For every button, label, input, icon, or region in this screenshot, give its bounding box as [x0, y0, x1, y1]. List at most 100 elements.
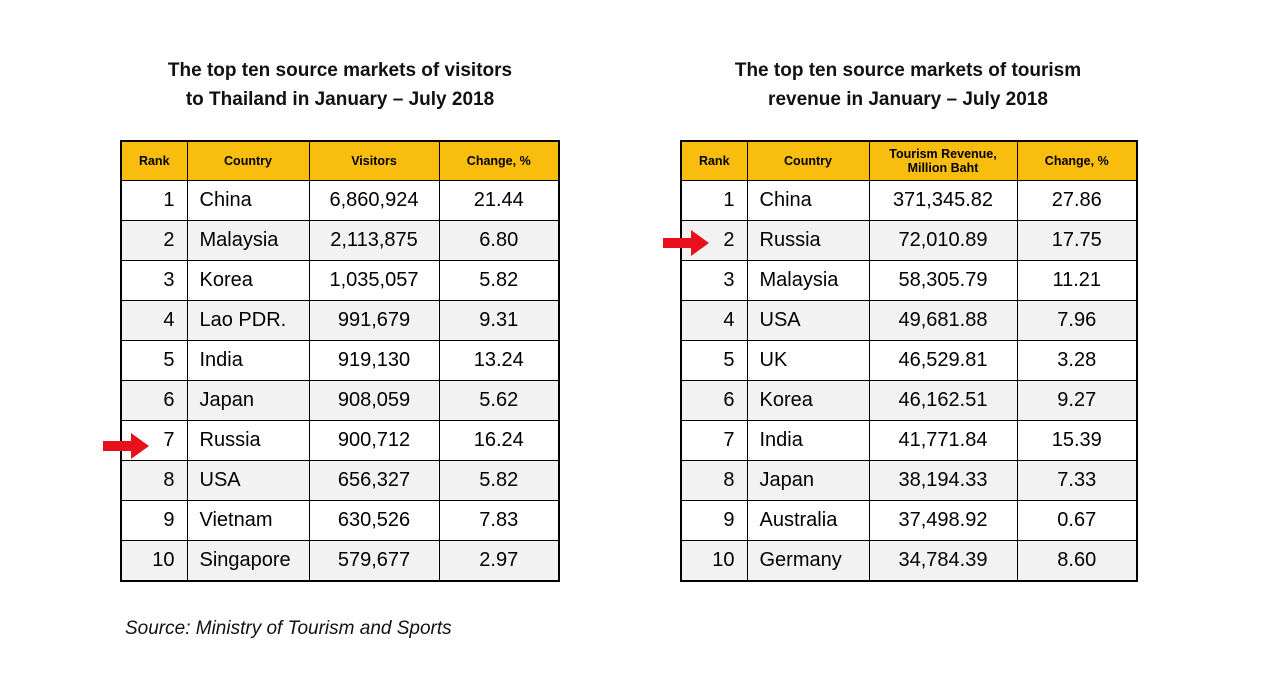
revenue-header-row: Rank Country Tourism Revenue, Million Ba…: [680, 140, 1138, 181]
country-cell: Lao PDR.: [186, 300, 310, 341]
table-row: 8 USA 656,327 5.82: [120, 460, 560, 501]
rank-cell: 5: [680, 340, 748, 381]
table-row: 7 India 41,771.84 15.39: [680, 420, 1138, 461]
table-row: 10 Germany 34,784.39 8.60: [680, 540, 1138, 582]
header-change: Change, %: [1016, 140, 1138, 181]
country-cell: Germany: [746, 540, 870, 582]
visitors-cell: 1,035,057: [308, 260, 440, 301]
revenue-cell: 49,681.88: [868, 300, 1018, 341]
table-row: 3 Korea 1,035,057 5.82: [120, 260, 560, 301]
revenue-cell: 46,529.81: [868, 340, 1018, 381]
header-revenue-line-1: Tourism Revenue,: [889, 147, 997, 161]
rank-cell: 1: [680, 180, 748, 221]
change-cell: 7.96: [1016, 300, 1138, 341]
visitors-cell: 6,860,924: [308, 180, 440, 221]
country-cell: Vietnam: [186, 500, 310, 541]
visitors-cell: 630,526: [308, 500, 440, 541]
table-row: 8 Japan 38,194.33 7.33: [680, 460, 1138, 501]
country-cell: Korea: [746, 380, 870, 421]
header-rank: Rank: [680, 140, 748, 181]
country-cell: Singapore: [186, 540, 310, 582]
header-revenue: Tourism Revenue, Million Baht: [868, 140, 1018, 181]
header-country: Country: [186, 140, 310, 181]
visitors-table-title: The top ten source markets of visitors t…: [120, 56, 560, 114]
table-row: 6 Korea 46,162.51 9.27: [680, 380, 1138, 421]
rank-cell: 5: [120, 340, 188, 381]
revenue-cell: 371,345.82: [868, 180, 1018, 221]
header-visitors: Visitors: [308, 140, 440, 181]
table-row: 1 China 6,860,924 21.44: [120, 180, 560, 221]
header-rank: Rank: [120, 140, 188, 181]
country-cell: Japan: [186, 380, 310, 421]
rank-cell: 6: [680, 380, 748, 421]
table-row: 1 China 371,345.82 27.86: [680, 180, 1138, 221]
change-cell: 7.33: [1016, 460, 1138, 501]
visitors-cell: 2,113,875: [308, 220, 440, 261]
revenue-title-line-1: The top ten source markets of tourism: [734, 60, 1082, 81]
change-cell: 5.62: [438, 380, 560, 421]
rank-cell: 7: [680, 420, 748, 461]
country-cell: Russia: [186, 420, 310, 461]
change-cell: 13.24: [438, 340, 560, 381]
change-cell: 8.60: [1016, 540, 1138, 582]
table-row: 10 Singapore 579,677 2.97: [120, 540, 560, 582]
change-cell: 27.86: [1016, 180, 1138, 221]
red-arrow-icon: [103, 433, 149, 459]
country-cell: Russia: [746, 220, 870, 261]
country-cell: USA: [186, 460, 310, 501]
rank-cell: 8: [120, 460, 188, 501]
change-cell: 11.21: [1016, 260, 1138, 301]
revenue-cell: 37,498.92: [868, 500, 1018, 541]
source-note: Source: Ministry of Tourism and Sports: [125, 618, 452, 639]
revenue-cell: 58,305.79: [868, 260, 1018, 301]
rank-cell: 4: [680, 300, 748, 341]
header-country: Country: [746, 140, 870, 181]
table-row: 9 Vietnam 630,526 7.83: [120, 500, 560, 541]
visitors-table: Rank Country Visitors Change, % 1 China …: [120, 140, 560, 582]
header-change: Change, %: [438, 140, 560, 181]
change-cell: 2.97: [438, 540, 560, 582]
change-cell: 21.44: [438, 180, 560, 221]
revenue-table-title: The top ten source markets of tourism re…: [688, 56, 1128, 114]
visitors-cell: 919,130: [308, 340, 440, 381]
visitors-cell: 656,327: [308, 460, 440, 501]
revenue-cell: 72,010.89: [868, 220, 1018, 261]
country-cell: Malaysia: [186, 220, 310, 261]
change-cell: 6.80: [438, 220, 560, 261]
country-cell: UK: [746, 340, 870, 381]
table-row: 3 Malaysia 58,305.79 11.21: [680, 260, 1138, 301]
table-row: 5 India 919,130 13.24: [120, 340, 560, 381]
change-cell: 5.82: [438, 460, 560, 501]
change-cell: 5.82: [438, 260, 560, 301]
header-revenue-line-2: Million Baht: [907, 161, 979, 175]
table-row: 7 Russia 900,712 16.24: [120, 420, 560, 461]
visitors-title-line-2: to Thailand in January – July 2018: [185, 89, 495, 110]
country-cell: Japan: [746, 460, 870, 501]
table-row: 2 Malaysia 2,113,875 6.80: [120, 220, 560, 261]
rank-cell: 6: [120, 380, 188, 421]
country-cell: India: [746, 420, 870, 461]
rank-cell: 9: [680, 500, 748, 541]
change-cell: 9.31: [438, 300, 560, 341]
visitors-cell: 908,059: [308, 380, 440, 421]
change-cell: 17.75: [1016, 220, 1138, 261]
table-row: 4 Lao PDR. 991,679 9.31: [120, 300, 560, 341]
rank-cell: 2: [120, 220, 188, 261]
visitors-title-line-1: The top ten source markets of visitors: [167, 60, 513, 81]
visitors-cell: 579,677: [308, 540, 440, 582]
table-row: 9 Australia 37,498.92 0.67: [680, 500, 1138, 541]
rank-cell: 10: [680, 540, 748, 582]
revenue-title-line-2: revenue in January – July 2018: [768, 89, 1048, 110]
visitors-cell: 991,679: [308, 300, 440, 341]
country-cell: Australia: [746, 500, 870, 541]
change-cell: 15.39: [1016, 420, 1138, 461]
revenue-cell: 34,784.39: [868, 540, 1018, 582]
change-cell: 7.83: [438, 500, 560, 541]
red-arrow-shape: [663, 230, 709, 256]
rank-cell: 10: [120, 540, 188, 582]
country-cell: India: [186, 340, 310, 381]
red-arrow-shape: [103, 433, 149, 459]
change-cell: 3.28: [1016, 340, 1138, 381]
revenue-cell: 38,194.33: [868, 460, 1018, 501]
country-cell: China: [186, 180, 310, 221]
